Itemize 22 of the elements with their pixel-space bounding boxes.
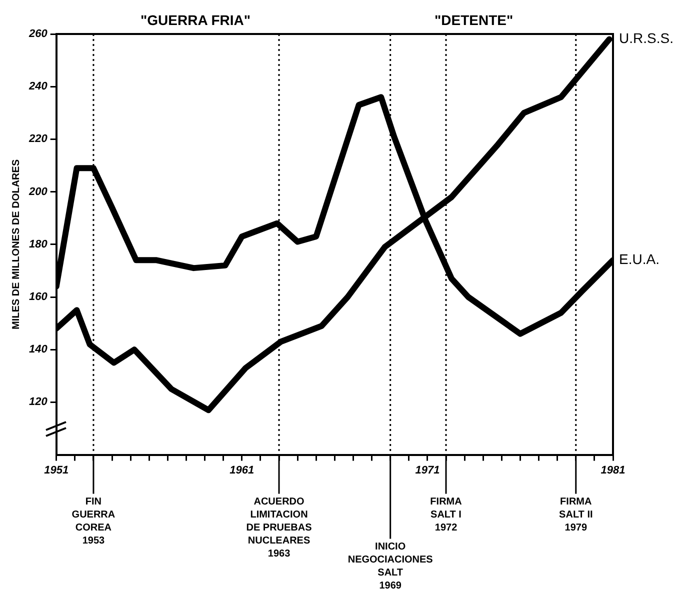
ref-line-label: INICIO NEGOCIACIONES SALT 1969 — [348, 542, 434, 592]
x-tick-label: 1961 — [230, 464, 254, 476]
x-tick-label: 1951 — [44, 464, 69, 476]
ref-line-label: FIN GUERRA COREA 1953 — [72, 496, 116, 547]
y-tick-label: 260 — [28, 28, 48, 40]
y-tick-label: 180 — [28, 238, 48, 250]
y-tick-label: 200 — [28, 186, 48, 198]
y-tick-label: 140 — [28, 344, 48, 356]
ref-line-label: ACUERDO LIMITACION DE PRUEBAS NUCLEARES 1963 — [246, 496, 312, 560]
x-tick-label: 1981 — [600, 464, 626, 476]
text: "DETENTE" — [434, 12, 514, 28]
ref-line-label: FIRMA SALT I 1972 — [430, 496, 462, 534]
x-tick-label: 1971 — [415, 464, 440, 476]
y-tick-label: 240 — [28, 80, 48, 93]
y-axis-title: MILES DE MILLONES DE DOLARES — [10, 159, 22, 330]
series-label: U.R.S.S. — [619, 30, 674, 46]
y-tick-label: 220 — [28, 133, 48, 146]
series-label: E.U.A. — [619, 251, 660, 268]
ref-line-label: FIRMA SALT II 1979 — [559, 496, 593, 534]
y-tick-label: 120 — [28, 396, 48, 408]
y-tick-label: 160 — [28, 291, 48, 304]
text: "GUERRA FRIA" — [140, 12, 251, 28]
